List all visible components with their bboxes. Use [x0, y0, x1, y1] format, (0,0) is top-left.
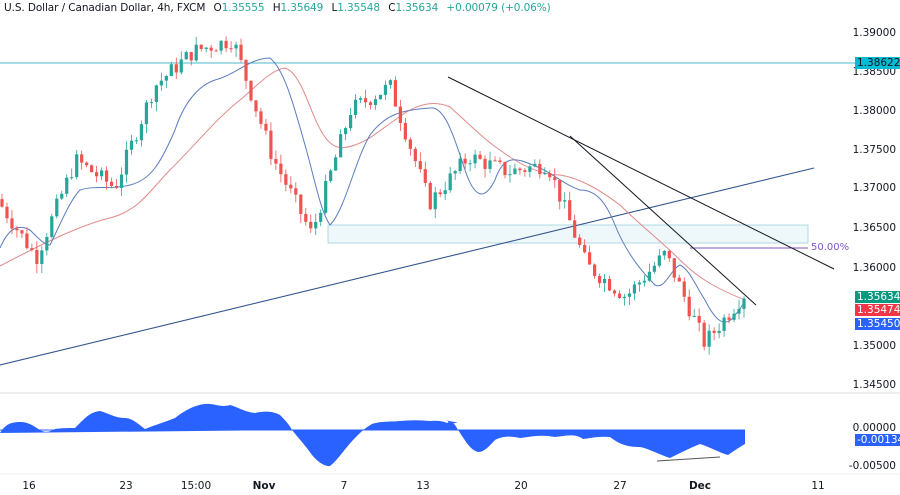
slow-ma-badge: 1.35474 — [855, 304, 900, 316]
price-tick: 1.37500 — [852, 144, 896, 156]
low-value: 1.35548 — [337, 2, 380, 14]
close-label: C — [388, 2, 396, 14]
time-tick: 7 — [340, 480, 348, 492]
price-tick: 1.36500 — [852, 222, 896, 234]
price-tick: 1.37000 — [852, 182, 896, 194]
oscillator-value-badge: -0.00134 — [855, 434, 900, 446]
slow-moving-average — [0, 67, 746, 301]
fast-moving-average — [0, 57, 746, 323]
candlestick-series[interactable] — [0, 36, 746, 355]
time-tick-month: Dec — [688, 480, 712, 492]
close-value: 1.35634 — [395, 2, 439, 14]
oscillator-tick: -0.00500 — [848, 460, 896, 472]
price-tick: 1.38000 — [852, 105, 896, 117]
price-tick: 1.36000 — [852, 262, 896, 274]
time-tick: 15:00 — [180, 480, 212, 492]
price-tick: 1.39000 — [852, 27, 896, 39]
last-price-badge: 1.35634 — [855, 291, 900, 303]
fast-ma-badge: 1.35450 — [855, 318, 900, 330]
time-tick: 11 — [811, 480, 825, 492]
oscillator-area[interactable] — [0, 403, 458, 467]
divergence-line[interactable] — [656, 456, 721, 462]
descending-trendline-inner[interactable] — [569, 135, 757, 306]
high-value: 1.35649 — [280, 2, 324, 14]
price-tick: 1.38500 — [852, 66, 896, 78]
symbol-legend[interactable]: U.S. Dollar / Canadian Dollar, 4h, FXCM … — [4, 2, 551, 14]
time-tick: 20 — [514, 480, 528, 492]
fib-50-label: 50.00% — [811, 242, 850, 253]
change-value: +0.00079 (+0.06%) — [446, 2, 551, 14]
price-tick: 1.34500 — [852, 379, 896, 391]
time-tick: 23 — [119, 480, 133, 492]
symbol-title: U.S. Dollar / Canadian Dollar, 4h, FXCM — [4, 2, 206, 14]
time-tick: 16 — [22, 480, 36, 492]
oscillator-tick: 0.00000 — [852, 422, 896, 434]
oscillator-area-right[interactable] — [447, 421, 745, 458]
open-label: O — [213, 2, 222, 14]
ascending-trendline[interactable] — [0, 167, 815, 366]
time-tick-month: Nov — [252, 480, 276, 492]
time-tick: 27 — [613, 480, 627, 492]
descending-trendline-outer[interactable] — [447, 76, 835, 270]
time-tick: 13 — [416, 480, 430, 492]
price-zone[interactable] — [327, 224, 809, 244]
price-tick: 1.35000 — [852, 340, 896, 352]
low-label: L — [331, 2, 338, 14]
open-value: 1.35555 — [221, 2, 265, 14]
high-label: H — [272, 2, 281, 14]
resistance-price-badge: 1.38622 — [855, 57, 900, 69]
